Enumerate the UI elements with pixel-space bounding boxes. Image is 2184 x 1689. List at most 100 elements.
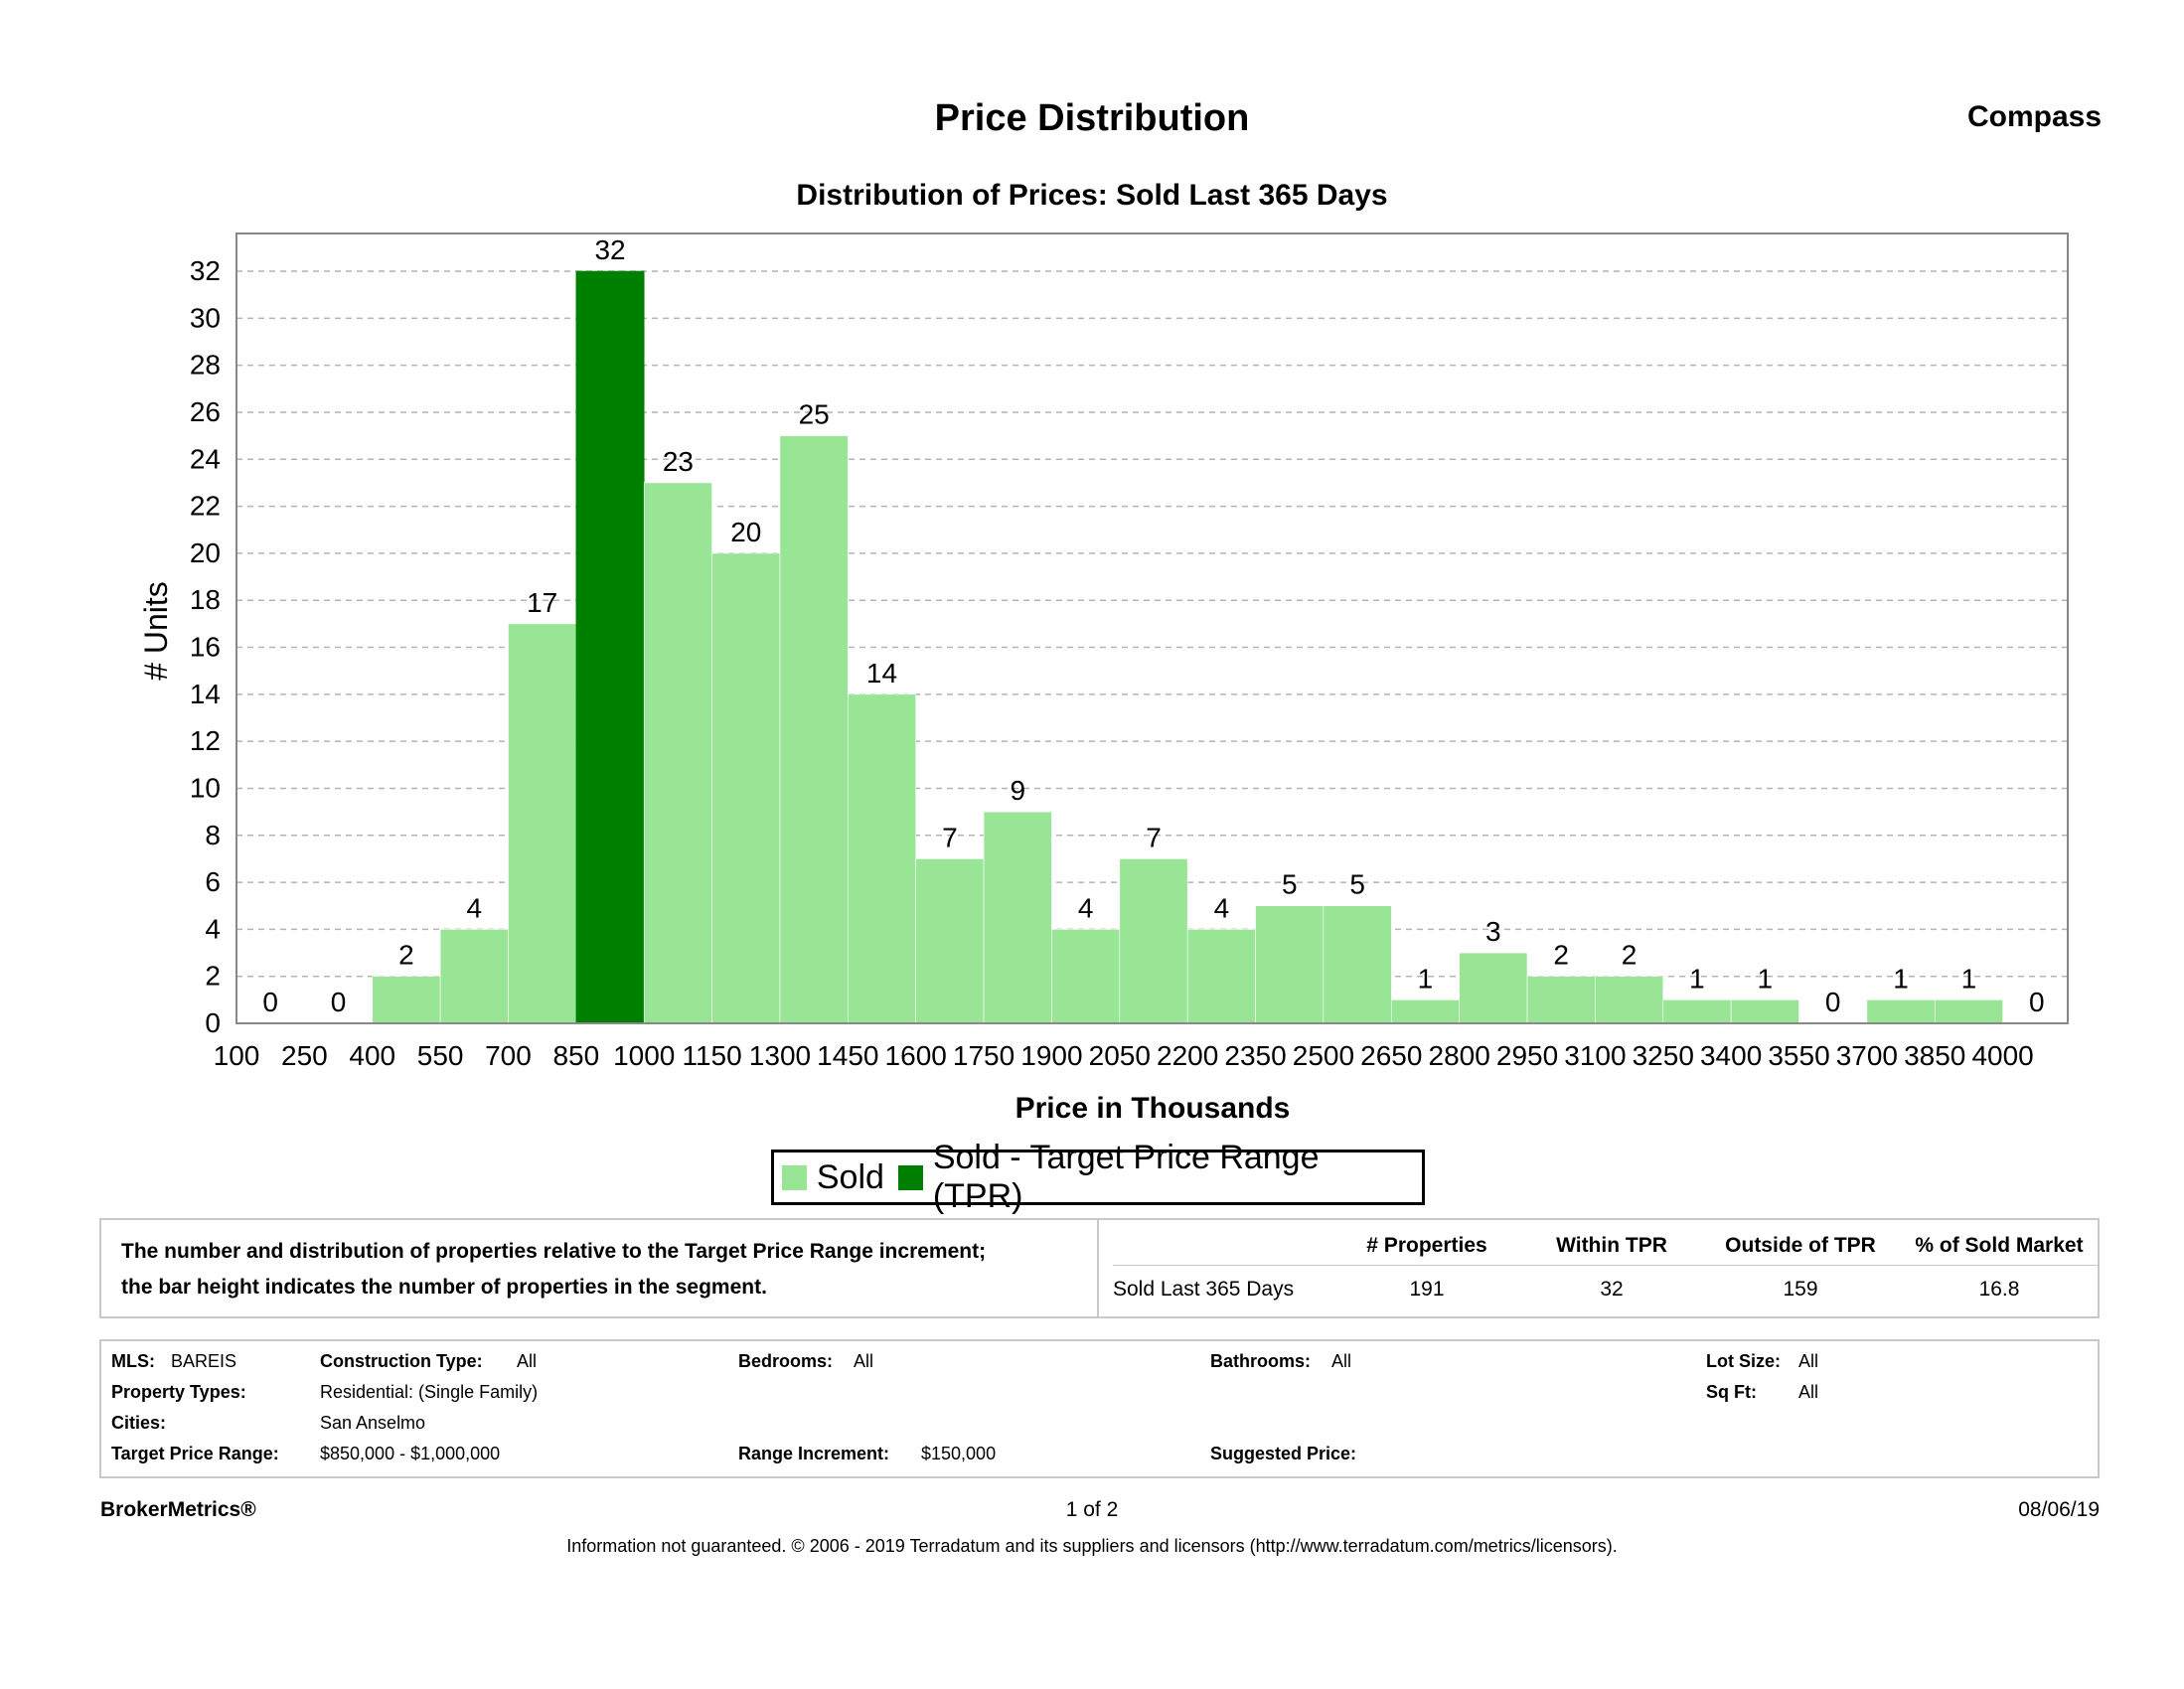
bar-value-label: 25	[799, 399, 830, 430]
bar-value-label: 9	[1010, 775, 1025, 806]
x-tick-label: 1750	[953, 1040, 1014, 1071]
y-tick-label: 4	[205, 913, 221, 944]
target-price-range-value: $850,000 - $1,000,000	[320, 1444, 501, 1463]
property-types-label: Property Types:	[111, 1382, 246, 1402]
property-types-value: Residential: (Single Family)	[320, 1382, 539, 1402]
x-tick-label: 1000	[613, 1040, 675, 1071]
cell-within-tpr: 32	[1600, 1278, 1624, 1301]
cell-outside-tpr: 159	[1783, 1278, 1818, 1301]
bedrooms-label: Bedrooms:	[738, 1351, 834, 1371]
y-tick-label: 14	[190, 679, 221, 709]
x-tick-label: 2050	[1089, 1040, 1151, 1071]
histogram-bar	[1119, 858, 1188, 1024]
disclaimer: Information not guaranteed. © 2006 - 201…	[566, 1536, 1618, 1556]
bar-value-label: 5	[1282, 869, 1298, 900]
x-tick-label: 4000	[1971, 1040, 2033, 1071]
bar-value-label: 1	[1758, 963, 1774, 994]
bar-layer	[372, 270, 2003, 1024]
summary-table: The number and distribution of propertie…	[99, 1218, 2100, 1318]
chart-legend: Sold Sold - Target Price Range (TPR)	[771, 1139, 1425, 1215]
bathrooms-label: Bathrooms:	[1210, 1351, 1312, 1371]
target-price-range-label: Target Price Range:	[111, 1444, 279, 1463]
y-tick-label: 12	[190, 725, 221, 756]
bar-value-label: 20	[730, 517, 761, 547]
x-tick-label: 1300	[749, 1040, 811, 1071]
mls-value: BAREIS	[171, 1351, 237, 1371]
construction-value: All	[517, 1351, 538, 1371]
y-tick-label: 2	[205, 961, 221, 992]
x-tick-label: 2650	[1360, 1040, 1422, 1071]
row-label: Sold Last 365 Days	[1113, 1278, 1295, 1301]
range-increment-label: Range Increment:	[738, 1444, 890, 1463]
x-tick-label: 2500	[1293, 1040, 1354, 1071]
range-increment-value: $150,000	[921, 1444, 997, 1463]
bar-value-label: 0	[1825, 987, 1841, 1017]
cell-pct-sold: 16.8	[1978, 1278, 2020, 1301]
suggested-price-label: Suggested Price:	[1210, 1444, 1357, 1463]
histogram-bar	[643, 482, 712, 1024]
y-tick-label: 10	[190, 772, 221, 803]
x-tick-label: 700	[485, 1040, 532, 1071]
x-tick-label: 1600	[885, 1040, 947, 1071]
legend-label-sold: Sold	[816, 1157, 884, 1196]
legend-swatch-target	[897, 1164, 923, 1190]
x-tick-label: 400	[349, 1040, 395, 1071]
x-tick-label: 2350	[1224, 1040, 1286, 1071]
footer-brand: BrokerMetrics®	[100, 1498, 256, 1521]
page-title: Price Distribution	[934, 97, 1250, 139]
bar-value-label: 17	[527, 587, 557, 618]
bar-value-label: 0	[331, 987, 347, 1017]
construction-label: Construction Type:	[320, 1351, 483, 1371]
histogram-bar	[915, 858, 985, 1024]
mls-label: MLS:	[111, 1351, 155, 1371]
histogram-bar	[1051, 929, 1121, 1024]
y-axis-label: # Units	[138, 581, 174, 681]
histogram-bar	[711, 552, 781, 1024]
histogram-bar	[575, 270, 645, 1024]
y-tick-label: 32	[190, 255, 221, 286]
header-outside-tpr: Outside of TPR	[1725, 1234, 1876, 1257]
y-tick-label: 8	[205, 820, 221, 850]
bar-value-label: 1	[1689, 963, 1705, 994]
bar-value-label: 5	[1349, 869, 1365, 900]
sq-ft-value: All	[1798, 1382, 1819, 1402]
x-tick-label: 3250	[1633, 1040, 1694, 1071]
bar-value-label: 23	[663, 446, 694, 477]
header-within-tpr: Within TPR	[1556, 1234, 1667, 1257]
histogram-bar	[1459, 952, 1528, 1024]
summary-description-line2: the bar height indicates the number of p…	[121, 1276, 767, 1299]
y-tick-label: 26	[190, 396, 221, 427]
bar-value-label: 4	[1214, 892, 1230, 923]
plot-frame	[235, 232, 2069, 1024]
histogram-bar	[372, 976, 441, 1024]
page-number: 1 of 2	[1065, 1498, 1119, 1521]
bar-value-label: 32	[594, 234, 625, 265]
bar-value-label: 1	[1418, 963, 1434, 994]
lot-size-value: All	[1798, 1351, 1819, 1371]
bedrooms-value: All	[854, 1351, 874, 1371]
x-tick-label: 1450	[817, 1040, 878, 1071]
y-tick-label: 30	[190, 302, 221, 333]
bar-value-label: 4	[467, 892, 483, 923]
header-properties: # Properties	[1366, 1234, 1487, 1257]
search-criteria: MLS: BAREIS Construction Type: All Bedro…	[99, 1339, 2100, 1478]
bathrooms-value: All	[1331, 1351, 1352, 1371]
summary-description: The number and distribution of propertie…	[121, 1234, 1115, 1305]
y-tick-label: 0	[205, 1007, 221, 1038]
bar-value-label: 1	[1893, 963, 1909, 994]
histogram-bar	[1323, 905, 1392, 1024]
histogram-bar	[1595, 976, 1664, 1024]
bar-value-label: 7	[942, 822, 958, 852]
cell-properties: 191	[1409, 1278, 1445, 1301]
x-tick-label: 2200	[1157, 1040, 1218, 1071]
x-tick-label: 550	[417, 1040, 464, 1071]
y-tick-label: 18	[190, 584, 221, 615]
x-tick-label: 3850	[1904, 1040, 1965, 1071]
x-tick-label: 3100	[1564, 1040, 1626, 1071]
bar-value-label: 3	[1485, 916, 1501, 947]
sq-ft-label: Sq Ft:	[1706, 1382, 1757, 1402]
x-tick-label: 100	[214, 1040, 260, 1071]
histogram-bar	[1526, 976, 1596, 1024]
